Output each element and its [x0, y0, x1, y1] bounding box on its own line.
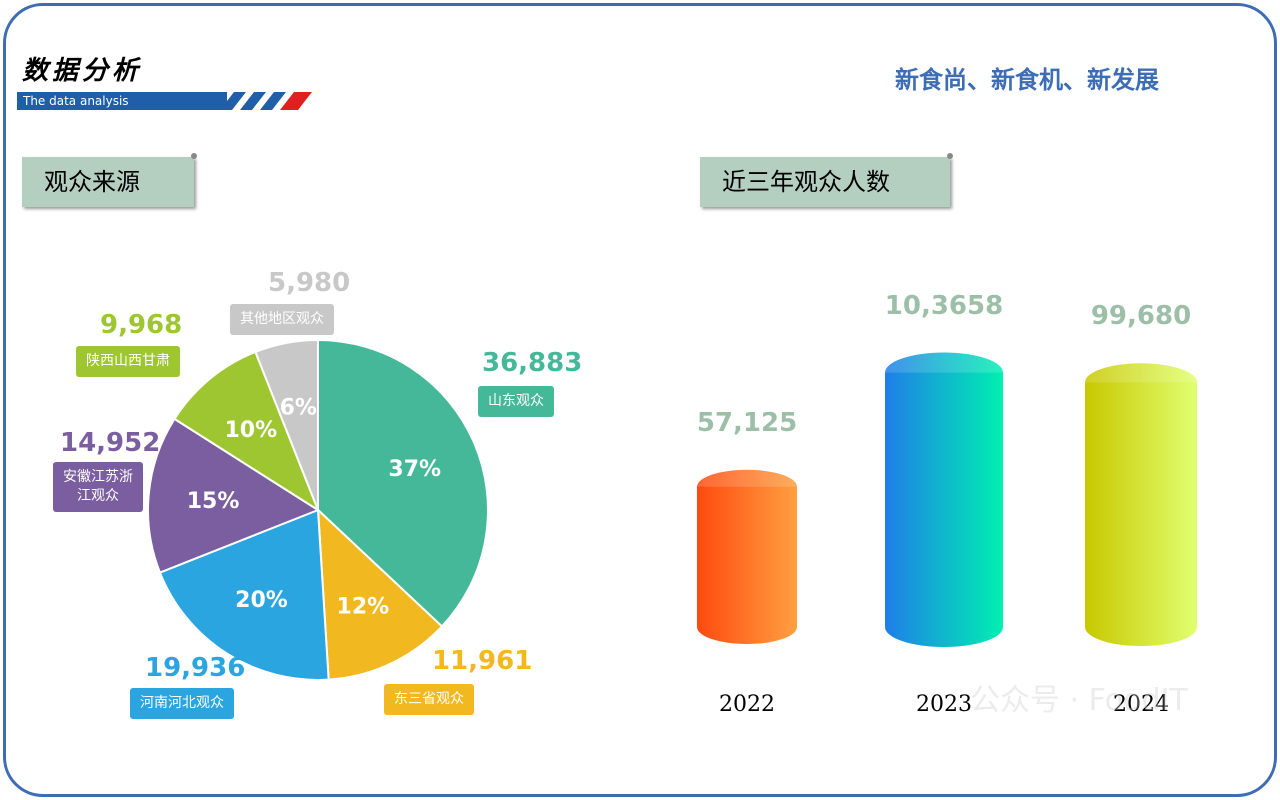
pie-slice: [316, 507, 444, 681]
bar-category-label: 2024: [1113, 692, 1169, 717]
percent-label: 10%: [224, 418, 277, 443]
pie-value-label: 5,980: [268, 268, 351, 298]
pie-category-tag: 陕西山西甘肃: [76, 346, 180, 377]
subtitle-bar: The data analysis: [17, 92, 227, 110]
cylinder-top: [697, 469, 797, 504]
cylinder-bar: [1085, 382, 1197, 647]
bar-category-label: 2023: [916, 692, 972, 717]
cylinder-top: [885, 352, 1003, 393]
percent-label: 20%: [235, 588, 288, 613]
frame: [3, 3, 1277, 797]
stripes-decoration: [220, 92, 312, 110]
pie-section-title: 观众来源: [22, 153, 197, 207]
pie-value-label: 11,961: [432, 646, 533, 676]
pie-category-tag: 东三省观众: [384, 684, 474, 715]
cylinder-bar: [697, 486, 797, 644]
pie-slice: [158, 508, 330, 681]
pie-category-tag: 安徽江苏浙江观众: [53, 462, 143, 512]
percent-label: 37%: [388, 457, 441, 482]
pie-slice: [147, 417, 321, 574]
bar-category-label: 2022: [719, 692, 775, 717]
slogan: 新食尚、新食机、新发展: [895, 66, 1159, 94]
pie-category-tag: 河南河北观众: [130, 688, 234, 719]
pie-value-label: 19,936: [145, 653, 246, 683]
page-title: 数据分析: [22, 56, 143, 86]
watermark: 公众号 · FoodIT: [970, 683, 1188, 718]
pie-value-label: 36,883: [482, 348, 583, 378]
percent-label: 6%: [280, 395, 317, 420]
pie-value-label: 14,952: [60, 428, 161, 458]
pie-category-tag: 其他地区观众: [230, 304, 334, 335]
percent-label: 12%: [337, 594, 390, 619]
pie-value-label: 9,968: [100, 310, 183, 340]
pie-slice: [317, 338, 489, 628]
bar-value-label: 57,125: [696, 407, 798, 438]
bar-value-label: 99,680: [1090, 301, 1192, 332]
pie-slice: [173, 350, 321, 513]
bar-value-label: 10,3658: [884, 290, 1004, 321]
percent-label: 15%: [187, 489, 240, 514]
pie-category-tag: 山东观众: [478, 386, 554, 417]
bar-section-title: 近三年观众人数: [700, 153, 953, 207]
cylinder-top: [1085, 363, 1197, 402]
cylinder-bar: [885, 372, 1003, 648]
pie-slice: [254, 338, 319, 511]
